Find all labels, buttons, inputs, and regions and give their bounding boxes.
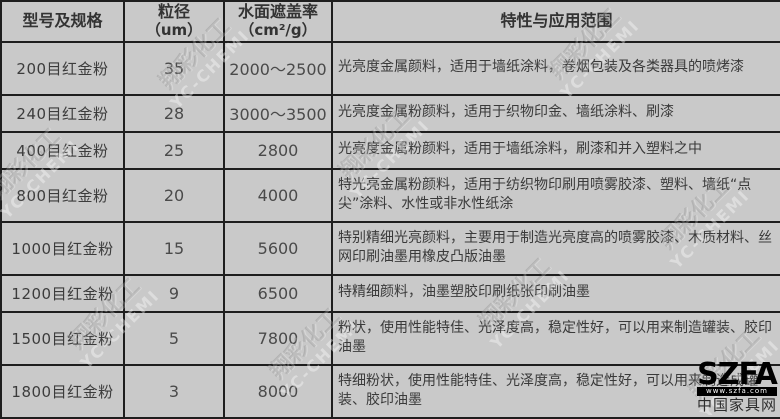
site-logo-url: www.szfa.com	[696, 387, 777, 396]
model-cell: 1800目红金粉	[0, 363, 125, 419]
coverage-cell: 6500	[223, 273, 333, 313]
coverage-cell: 3000～3500	[223, 93, 333, 133]
model-cell: 1200目红金粉	[0, 273, 125, 313]
particle-size-cell: 9	[123, 273, 225, 313]
particle-size-cell: 20	[123, 167, 225, 223]
table-row: 1500目红金粉 5 7800 粉状，使用性能特佳、光泽度高，稳定性好，可以用来…	[0, 310, 780, 366]
table-row: 1200目红金粉 9 6500 特精细颜料，油墨塑胶印刷纸张印刷油墨	[0, 273, 780, 313]
header-particle-line1: 粒径	[157, 2, 190, 21]
table-row: 240目红金粉 28 3000～3500 光亮度金属粉颜料，适用于织物印金、墙纸…	[0, 93, 780, 133]
description-cell: 光亮度金属粉颜料，适用于织物印金、墙纸涂料、刷漆	[331, 93, 780, 133]
header-characteristics-label: 特性与应用范围	[500, 11, 613, 31]
particle-size-cell: 5	[123, 310, 225, 366]
table-header-row: 型号及规格 粒径 （um） 水面遮盖率 （cm²/g） 特性与应用范围	[0, 0, 780, 43]
header-model-label: 型号及规格	[22, 11, 103, 31]
description-cell: 特光亮金属粉颜料，适用于纺织物印刷用喷雾胶漆、塑料、墙纸“点尖”涂料、水性或非水…	[331, 167, 780, 223]
model-cell: 1000目红金粉	[0, 220, 125, 276]
model-cell: 1500目红金粉	[0, 310, 125, 366]
particle-size-cell: 35	[123, 40, 225, 96]
coverage-cell: 5600	[223, 220, 333, 276]
coverage-cell: 8000	[223, 363, 333, 419]
table-row: 400目红金粉 25 2800 光亮度金属粉颜料，适用于墙纸涂料，刷漆和并入塑料…	[0, 130, 780, 170]
description-cell: 粉状，使用性能特佳、光泽度高，稳定性好，可以用来制造罐装、胶印油墨	[331, 310, 780, 366]
model-cell: 800目红金粉	[0, 167, 125, 223]
table-row: 1800目红金粉 3 8000 特细粉状，使用性能特佳、光泽度高，稳定性好，可以…	[0, 363, 780, 419]
description-cell: 特精细颜料，油墨塑胶印刷纸张印刷油墨	[331, 273, 780, 313]
header-coverage-line1: 水面遮盖率	[237, 2, 318, 21]
header-model: 型号及规格	[0, 0, 125, 43]
site-logo-caption: 中国家具网	[696, 396, 777, 414]
table-row: 200目红金粉 35 2000～2500 光亮度金属颜料，适用于墙纸涂料，卷烟包…	[0, 40, 780, 96]
model-cell: 200目红金粉	[0, 40, 125, 96]
site-logo-wordmark: SZFA	[697, 357, 778, 392]
coverage-cell: 2000～2500	[223, 40, 333, 96]
header-coverage: 水面遮盖率 （cm²/g）	[223, 0, 333, 43]
coverage-cell: 4000	[223, 167, 333, 223]
header-particle-size: 粒径 （um）	[123, 0, 225, 43]
header-coverage-line2: （cm²/g）	[239, 21, 317, 40]
particle-size-cell: 28	[123, 93, 225, 133]
table-row: 800目红金粉 20 4000 特光亮金属粉颜料，适用于纺织物印刷用喷雾胶漆、塑…	[0, 167, 780, 223]
description-cell: 光亮度金属粉颜料，适用于墙纸涂料，刷漆和并入塑料之中	[331, 130, 780, 170]
model-cell: 400目红金粉	[0, 130, 125, 170]
model-cell: 240目红金粉	[0, 93, 125, 133]
particle-size-cell: 25	[123, 130, 225, 170]
description-cell: 光亮度金属颜料，适用于墙纸涂料，卷烟包装及各类器具的喷烤漆	[331, 40, 780, 96]
coverage-cell: 7800	[223, 310, 333, 366]
description-cell: 特细粉状，使用性能特佳、光泽度高，稳定性好，可以用来制造成罐装、胶印油墨	[331, 363, 780, 419]
header-particle-line2: （um）	[145, 21, 203, 40]
coverage-cell: 2800	[223, 130, 333, 170]
particle-size-cell: 15	[123, 220, 225, 276]
table-row: 1000目红金粉 15 5600 特别精细光亮颜料，主要用于制造光亮度高的喷雾胶…	[0, 220, 780, 276]
particle-size-cell: 3	[123, 363, 225, 419]
header-characteristics: 特性与应用范围	[331, 0, 780, 43]
site-logo: SZFA www.szfa.com 中国家具网	[696, 357, 778, 414]
description-cell: 特别精细光亮颜料，主要用于制造光亮度高的喷雾胶漆、木质材料、丝网印刷油墨用橡皮凸…	[331, 220, 780, 276]
